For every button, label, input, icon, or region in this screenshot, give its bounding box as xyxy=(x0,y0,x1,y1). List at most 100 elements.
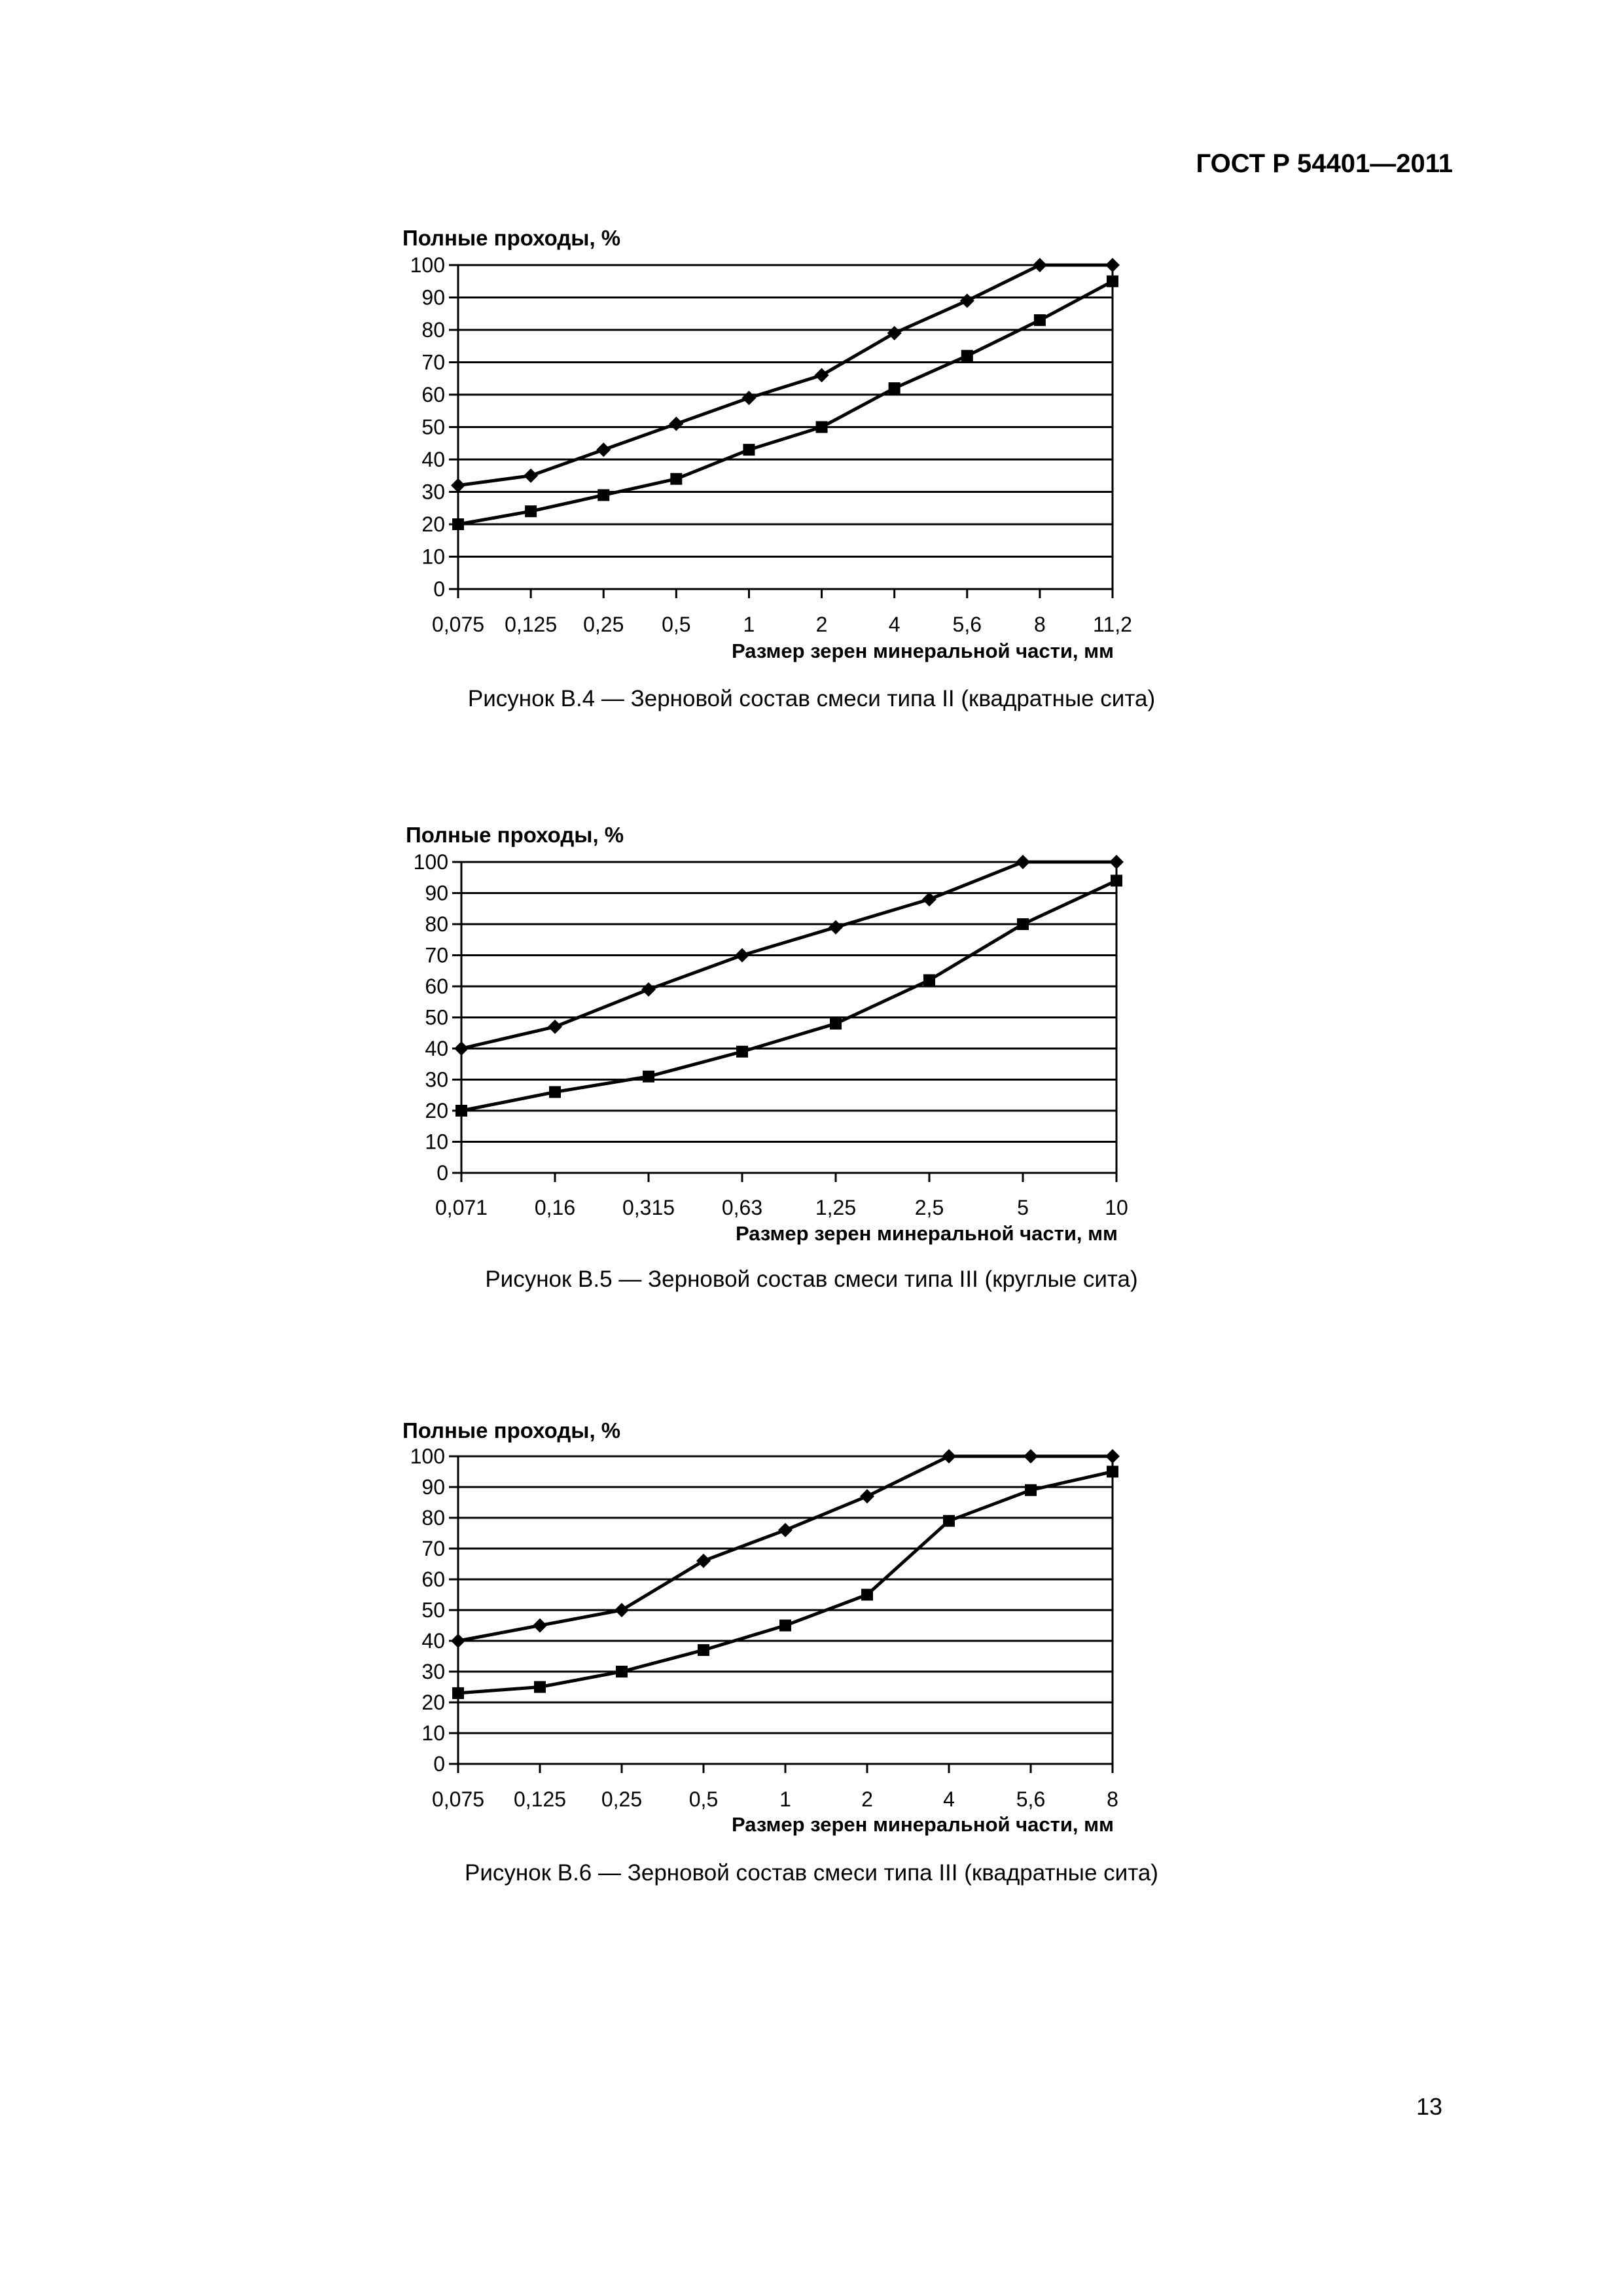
y-tick-label: 70 xyxy=(421,351,445,374)
data-point-square xyxy=(1107,1465,1118,1478)
y-tick-label: 100 xyxy=(414,850,448,874)
series-line-2 xyxy=(457,1470,1113,1695)
data-point-square xyxy=(452,518,464,530)
y-tick-label: 100 xyxy=(410,253,445,277)
y-tick-label: 50 xyxy=(421,1598,445,1622)
series-line-1 xyxy=(457,263,1113,488)
data-point-diamond xyxy=(1105,258,1120,272)
x-tick-label: 0,63 xyxy=(722,1196,762,1219)
y-axis-title: Полные проходы, % xyxy=(402,226,620,250)
data-point-diamond xyxy=(451,478,465,493)
document-header: ГОСТ Р 54401—2011 xyxy=(1196,149,1454,178)
data-point-diamond xyxy=(1024,1449,1038,1463)
data-point-square xyxy=(670,473,683,485)
y-tick-label: 90 xyxy=(421,286,445,310)
data-point-diamond xyxy=(596,442,611,457)
data-point-diamond xyxy=(959,293,974,308)
y-tick-label: 20 xyxy=(425,1099,448,1122)
y-tick-label: 30 xyxy=(425,1068,448,1092)
x-tick-label: 4 xyxy=(889,613,901,636)
data-point-square xyxy=(525,505,537,518)
data-point-square xyxy=(861,1588,873,1601)
data-point-diamond xyxy=(1016,855,1030,869)
data-point-diamond xyxy=(1105,1449,1120,1463)
y-tick-label: 80 xyxy=(421,1506,445,1530)
data-point-diamond xyxy=(451,1634,465,1648)
x-tick-label: 0,315 xyxy=(622,1196,675,1219)
y-tick-label: 60 xyxy=(421,383,445,406)
x-tick-label: 1 xyxy=(779,1787,791,1811)
data-point-square xyxy=(815,421,828,433)
data-point-square xyxy=(923,974,935,986)
y-tick-label: 0 xyxy=(437,1161,448,1185)
x-tick-label: 5,6 xyxy=(1016,1787,1045,1811)
y-tick-label: 40 xyxy=(421,1629,445,1653)
data-point-square xyxy=(888,382,901,395)
y-tick-label: 90 xyxy=(421,1475,445,1499)
y-tick-label: 70 xyxy=(425,944,448,967)
x-tick-label: 0,25 xyxy=(583,613,624,636)
y-tick-label: 20 xyxy=(421,1691,445,1714)
x-axis-title: Размер зерен минеральной части, мм xyxy=(732,639,1114,662)
x-tick-label: 2 xyxy=(816,613,828,636)
data-point-diamond xyxy=(641,982,656,997)
data-point-diamond xyxy=(669,416,684,431)
data-point-diamond xyxy=(615,1603,629,1617)
x-axis-title: Размер зерен минеральной части, мм xyxy=(736,1222,1118,1245)
y-tick-label: 80 xyxy=(421,318,445,342)
data-point-square xyxy=(1025,1484,1037,1496)
data-point-diamond xyxy=(454,1041,469,1056)
x-tick-label: 2,5 xyxy=(915,1196,944,1219)
x-tick-label: 0,5 xyxy=(689,1787,718,1811)
y-axis-title: Полные проходы, % xyxy=(406,823,624,847)
x-tick-label: 5 xyxy=(1017,1196,1029,1219)
data-point-square xyxy=(1111,874,1122,887)
x-tick-label: 2 xyxy=(861,1787,873,1811)
x-tick-label: 11,2 xyxy=(1093,613,1132,636)
x-tick-label: 8 xyxy=(1107,1787,1118,1811)
x-tick-label: 1,25 xyxy=(815,1196,856,1219)
data-point-square xyxy=(616,1666,628,1677)
x-tick-label: 0,5 xyxy=(662,613,690,636)
page-number: 13 xyxy=(1416,2093,1442,2120)
x-tick-label: 0,125 xyxy=(514,1787,566,1811)
data-point-square xyxy=(455,1105,467,1117)
x-tick-label: 0,16 xyxy=(535,1196,575,1219)
y-tick-label: 40 xyxy=(425,1037,448,1060)
x-tick-label: 1 xyxy=(743,613,755,636)
data-point-diamond xyxy=(524,468,539,483)
x-tick-label: 0,25 xyxy=(601,1787,642,1811)
x-tick-label: 0,125 xyxy=(505,613,557,636)
y-tick-label: 100 xyxy=(410,1444,445,1468)
figure-caption: Рисунок В.5 — Зерновой состав смеси типа… xyxy=(485,1266,1138,1292)
data-point-square xyxy=(943,1515,955,1527)
figure-caption: Рисунок В.4 — Зерновой состав смеси типа… xyxy=(467,686,1156,711)
data-point-square xyxy=(961,350,973,362)
data-point-diamond xyxy=(922,892,936,906)
y-tick-label: 20 xyxy=(421,512,445,536)
data-point-diamond xyxy=(735,948,749,963)
data-point-square xyxy=(1107,275,1118,287)
y-tick-label: 30 xyxy=(421,1660,445,1683)
data-point-square xyxy=(743,444,755,456)
data-point-diamond xyxy=(778,1522,793,1537)
figure-caption: Рисунок В.6 — Зерновой состав смеси типа… xyxy=(465,1860,1158,1886)
chart-b5: 0 10 20 30 40 50 60 70 80 90 100 0,071 0,16 0,315 0,63… xyxy=(406,823,1128,1245)
y-tick-label: 90 xyxy=(425,882,448,905)
x-tick-label: 0,075 xyxy=(432,1787,484,1811)
data-point-square xyxy=(1017,918,1029,930)
data-point-square xyxy=(698,1644,709,1657)
x-tick-label: 10 xyxy=(1105,1196,1128,1219)
series-line-2 xyxy=(461,879,1118,1113)
x-tick-label: 4 xyxy=(943,1787,955,1811)
chart-b4: 0 10 20 30 40 50 60 70 80 90 100 0,075 0,125 0,25 0,5 1… xyxy=(402,226,1132,662)
data-point-diamond xyxy=(860,1489,874,1504)
x-tick-label: 5,6 xyxy=(953,613,982,636)
y-tick-label: 50 xyxy=(425,1006,448,1030)
data-point-square xyxy=(643,1070,654,1083)
series-line-1 xyxy=(461,860,1116,1050)
y-tick-label: 60 xyxy=(421,1568,445,1591)
data-point-square xyxy=(534,1681,546,1693)
y-tick-label: 10 xyxy=(421,1721,445,1745)
data-point-square xyxy=(1033,314,1046,327)
